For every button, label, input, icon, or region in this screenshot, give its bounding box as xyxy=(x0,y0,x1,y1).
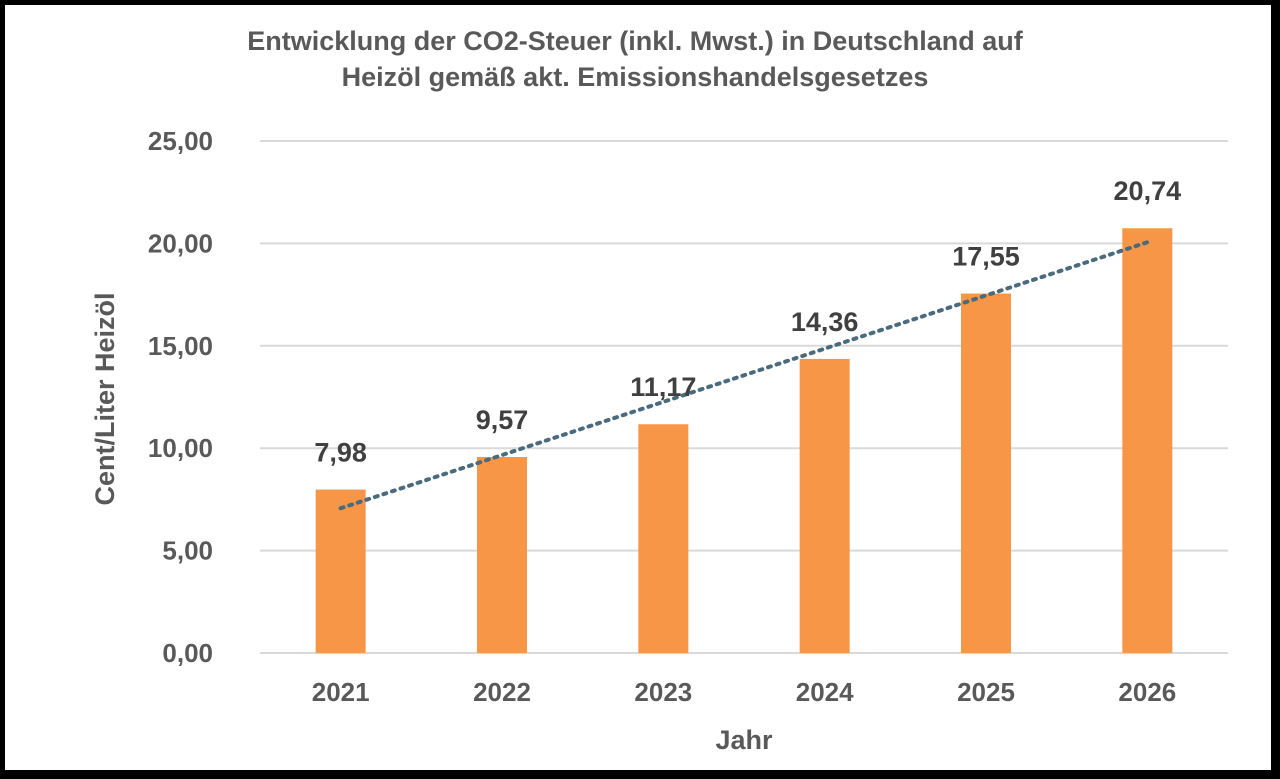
x-axis-title: Jahr xyxy=(715,725,773,755)
y-axis-title: Cent/Liter Heizöl xyxy=(90,292,120,505)
x-tick-label: 2026 xyxy=(1118,677,1176,707)
y-axis-ticks: 0,00 5,00 10,00 15,00 20,00 25,00 xyxy=(148,126,213,668)
bar-2025 xyxy=(961,293,1011,653)
y-tick-label: 20,00 xyxy=(148,228,213,258)
chart-title: Entwicklung der CO2-Steuer (inkl. Mwst.)… xyxy=(5,23,1265,95)
data-label-2021: 7,98 xyxy=(314,438,367,468)
data-label-2023: 11,17 xyxy=(630,372,696,402)
chart-frame: Entwicklung der CO2-Steuer (inkl. Mwst.)… xyxy=(5,5,1271,770)
chart-title-line-1: Entwicklung der CO2-Steuer (inkl. Mwst.)… xyxy=(247,26,1023,56)
chart-title-line-2: Heizöl gemäß akt. Emissionshandelsgesetz… xyxy=(341,62,929,92)
data-label-2022: 9,57 xyxy=(476,405,529,435)
x-axis-ticks: 2021 2022 2023 2024 2025 2026 xyxy=(312,677,1177,707)
x-tick-label: 2021 xyxy=(312,677,370,707)
bar-chart: 0,00 5,00 10,00 15,00 20,00 25,00 7,98 9,57 11,… xyxy=(90,126,1228,755)
data-label-2025: 17,55 xyxy=(952,242,1020,272)
y-tick-label: 15,00 xyxy=(148,331,213,361)
data-label-2024: 14,36 xyxy=(791,307,859,337)
x-tick-label: 2025 xyxy=(957,677,1015,707)
x-tick-label: 2023 xyxy=(634,677,692,707)
data-label-2026: 20,74 xyxy=(1114,176,1182,206)
bar-2024 xyxy=(799,358,850,653)
bar-2022 xyxy=(477,457,527,653)
data-labels: 7,98 9,57 11,17 14,36 17,55 20,74 xyxy=(314,176,1181,467)
bars xyxy=(315,228,1173,653)
y-tick-label: 10,00 xyxy=(148,433,213,463)
gridlines xyxy=(260,140,1228,654)
trendline-group xyxy=(338,240,1150,511)
y-tick-label: 5,00 xyxy=(162,536,213,566)
bar-2021 xyxy=(315,489,366,653)
y-tick-label: 0,00 xyxy=(162,638,213,668)
y-tick-label: 25,00 xyxy=(148,126,213,156)
x-tick-label: 2022 xyxy=(473,677,531,707)
bar-2023 xyxy=(638,424,689,653)
trendline xyxy=(338,240,1150,511)
bar-2026 xyxy=(1122,228,1173,653)
x-tick-label: 2024 xyxy=(796,677,854,707)
